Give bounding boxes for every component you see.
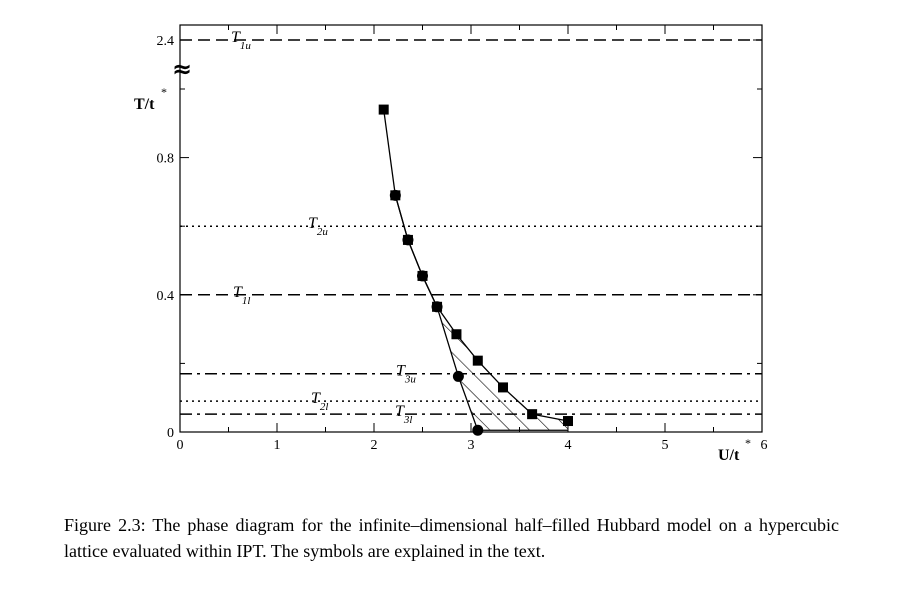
x-axis-label-sup: *	[745, 436, 751, 450]
y-axis-break-symbol: ≈	[172, 55, 192, 83]
x-tick-label: 3	[468, 438, 475, 453]
square-marker	[390, 190, 401, 201]
square-marker	[451, 329, 462, 340]
x-tick-label: 1	[274, 438, 281, 453]
x-axis-label: U/t	[718, 447, 740, 464]
x-tick-label: 4	[565, 438, 572, 453]
circle-marker	[452, 370, 464, 382]
x-tick-label: 5	[662, 438, 669, 453]
circle-marker	[472, 424, 484, 436]
square-marker	[563, 416, 573, 427]
square-marker	[498, 382, 509, 393]
y-tick-label: 0	[167, 426, 174, 441]
square-marker	[472, 355, 483, 366]
y-tick-label: 0.4	[157, 289, 175, 304]
reference-line-label: T1l	[233, 284, 250, 307]
phase-diagram-chart: 0 1 2 3 4 5 6 0 0.4 0.8 2.4 T1u T2u T1l T3u T2l T3l T/t…	[134, 24, 768, 464]
reference-line-label: T2u	[308, 215, 328, 238]
lower-boundary-curve	[394, 195, 479, 431]
square-marker	[402, 234, 413, 245]
x-tick-label: 2	[371, 438, 378, 453]
x-tick-label: 6	[761, 438, 768, 453]
reference-line-label: T2l	[311, 390, 328, 413]
x-tick-label: 0	[177, 438, 184, 453]
hatched-coexistence-region	[437, 306, 568, 431]
reference-line-label: T3l	[395, 403, 412, 426]
reference-line-label: T1u	[231, 29, 251, 52]
square-marker	[527, 409, 538, 420]
figure-caption: Figure 2.3: The phase diagram for the in…	[64, 515, 839, 561]
y-axis-label: T/t	[134, 96, 155, 113]
y-tick-label: 0.8	[157, 152, 175, 167]
y-tick-label: 2.4	[157, 34, 175, 49]
square-marker	[417, 270, 428, 281]
y-axis-label-sup: *	[161, 85, 167, 99]
square-marker	[432, 301, 443, 312]
reference-line-label: T3u	[396, 363, 416, 386]
square-marker	[378, 104, 389, 115]
